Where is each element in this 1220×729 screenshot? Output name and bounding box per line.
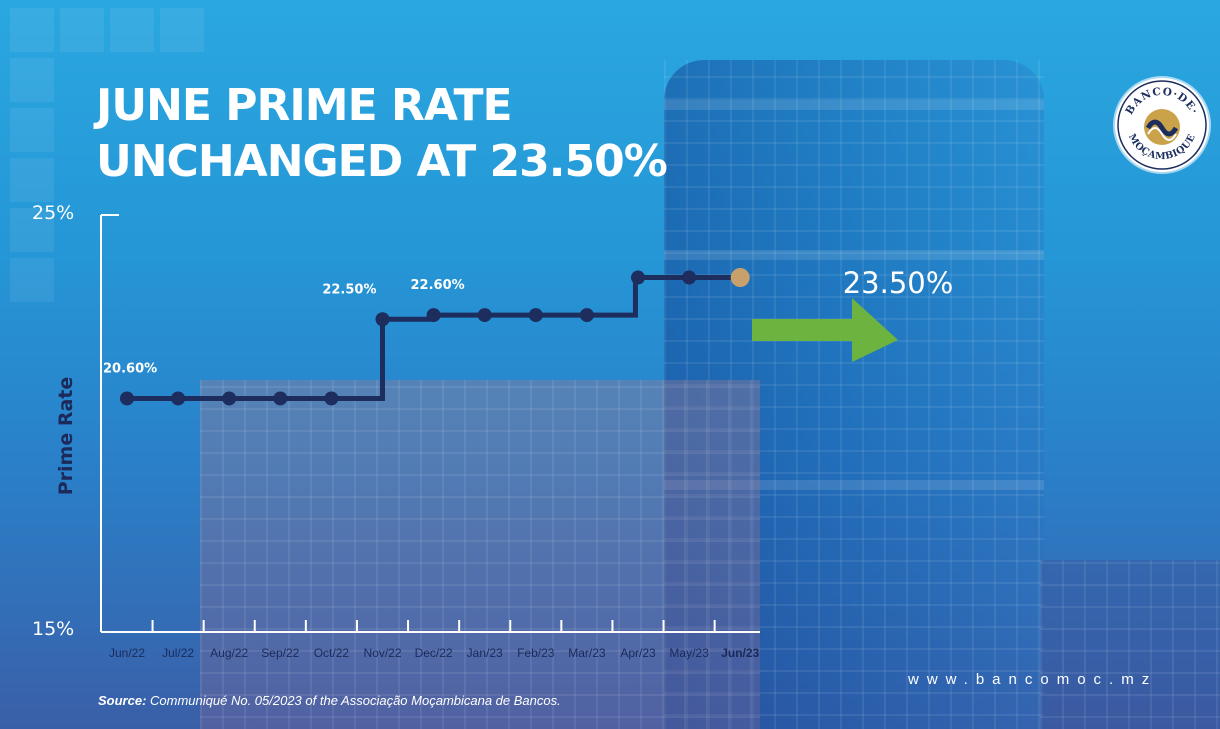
data-point [120, 391, 134, 406]
x-tick-label: Mar/23 [568, 646, 606, 660]
bank-seal-icon: BANCO·DE· MOÇAMBIQUE [1117, 80, 1207, 170]
x-tick-label: Nov/22 [363, 646, 401, 660]
data-label: 22.60% [411, 278, 465, 293]
x-tick-label: Dec/22 [415, 646, 453, 660]
x-tick-label: Jun/23 [721, 646, 759, 660]
data-point [631, 270, 645, 285]
data-point-current [730, 268, 750, 288]
source-note: Source: Communiqué No. 05/2023 of the As… [98, 693, 561, 708]
y-axis-label: Prime Rate [55, 377, 77, 496]
y-max-label: 25% [32, 202, 74, 224]
data-point [579, 308, 594, 323]
x-tick-label: Jan/23 [467, 646, 503, 660]
page-title: JUNE PRIME RATE UNCHANGED AT 23.50% [96, 78, 668, 190]
x-tick-label: Aug/22 [210, 646, 248, 660]
source-text: Communiqué No. 05/2023 of the Associação… [150, 693, 561, 708]
data-point [171, 391, 186, 406]
title-line-2: UNCHANGED AT 23.50% [96, 136, 668, 187]
x-tick-label: Sep/22 [261, 646, 299, 660]
series-line [127, 275, 741, 401]
title-line-1: JUNE PRIME RATE [96, 80, 513, 131]
data-point [375, 312, 390, 327]
x-tick-label: Oct/22 [314, 646, 350, 660]
data-point [273, 391, 288, 406]
data-label: 22.50% [322, 282, 376, 297]
data-point [528, 308, 543, 323]
x-tick-label: Apr/23 [620, 646, 656, 660]
data-point [222, 391, 237, 406]
data-point [324, 391, 339, 406]
source-prefix: Source: [98, 693, 147, 708]
website-link[interactable]: www.bancomoc.mz [908, 671, 1158, 688]
data-label: 20.60% [103, 361, 157, 376]
data-point [477, 308, 492, 323]
y-min-label: 15% [32, 618, 74, 640]
bank-logo: BANCO·DE· MOÇAMBIQUE [1115, 78, 1209, 172]
x-tick-label: Feb/23 [517, 646, 555, 660]
arrow-right-icon [752, 298, 898, 362]
x-tick-label: May/23 [669, 646, 709, 660]
data-point [426, 308, 441, 323]
x-tick-label: Jul/22 [162, 646, 194, 660]
x-tick-label: Jun/22 [109, 646, 145, 660]
data-point [682, 270, 697, 285]
final-rate-label: 23.50% [843, 266, 954, 300]
